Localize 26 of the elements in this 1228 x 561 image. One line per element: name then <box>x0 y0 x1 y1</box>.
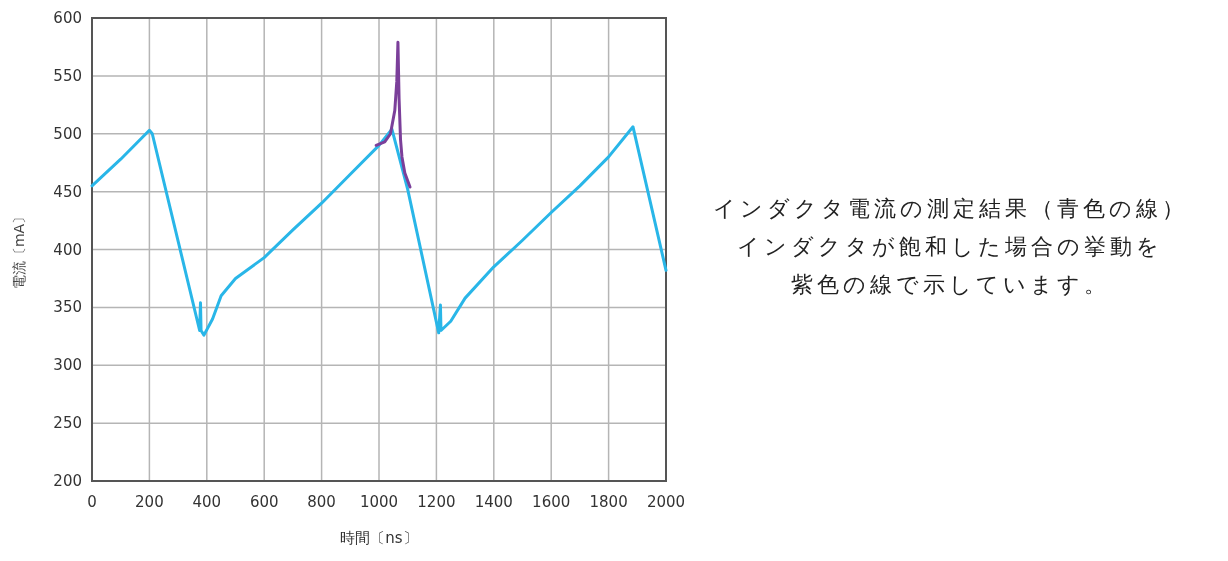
x-tick-label: 400 <box>192 493 222 511</box>
x-tick-label: 2000 <box>646 493 686 511</box>
x-tick-label: 1400 <box>474 493 513 511</box>
y-tick-label: 200 <box>53 472 82 490</box>
x-tick-label: 1800 <box>589 493 628 511</box>
x-tick-label: 800 <box>307 493 336 511</box>
y-tick-label: 300 <box>53 356 82 375</box>
y-tick-label: 250 <box>53 414 82 433</box>
x-tick-label: 600 <box>249 493 279 511</box>
y-axis-title: 電流〔mA〕 <box>11 209 27 290</box>
y-tick-label: 600 <box>53 9 82 27</box>
text: インダクタ電流の測定結果（青色の線） <box>711 195 1189 223</box>
line-series <box>374 40 412 189</box>
y-tick-label: 500 <box>53 124 82 143</box>
x-tick-label: 1200 <box>417 493 456 511</box>
y-tick-label: 350 <box>53 298 82 317</box>
y-tick-label: 550 <box>53 66 82 85</box>
x-tick-label: 1000 <box>359 493 399 511</box>
x-tick-label: 1600 <box>532 493 571 511</box>
x-tick-label: 200 <box>135 493 164 511</box>
y-tick-label: 450 <box>53 182 82 201</box>
x-axis-title: 時間〔ns〕 <box>340 529 418 547</box>
y-tick-label: 400 <box>53 240 82 259</box>
x-tick-label: 0 <box>87 493 97 511</box>
line-series <box>90 125 668 337</box>
text: インダクタが飽和した場合の挙動を紫色の線で示しています。 <box>736 233 1164 299</box>
